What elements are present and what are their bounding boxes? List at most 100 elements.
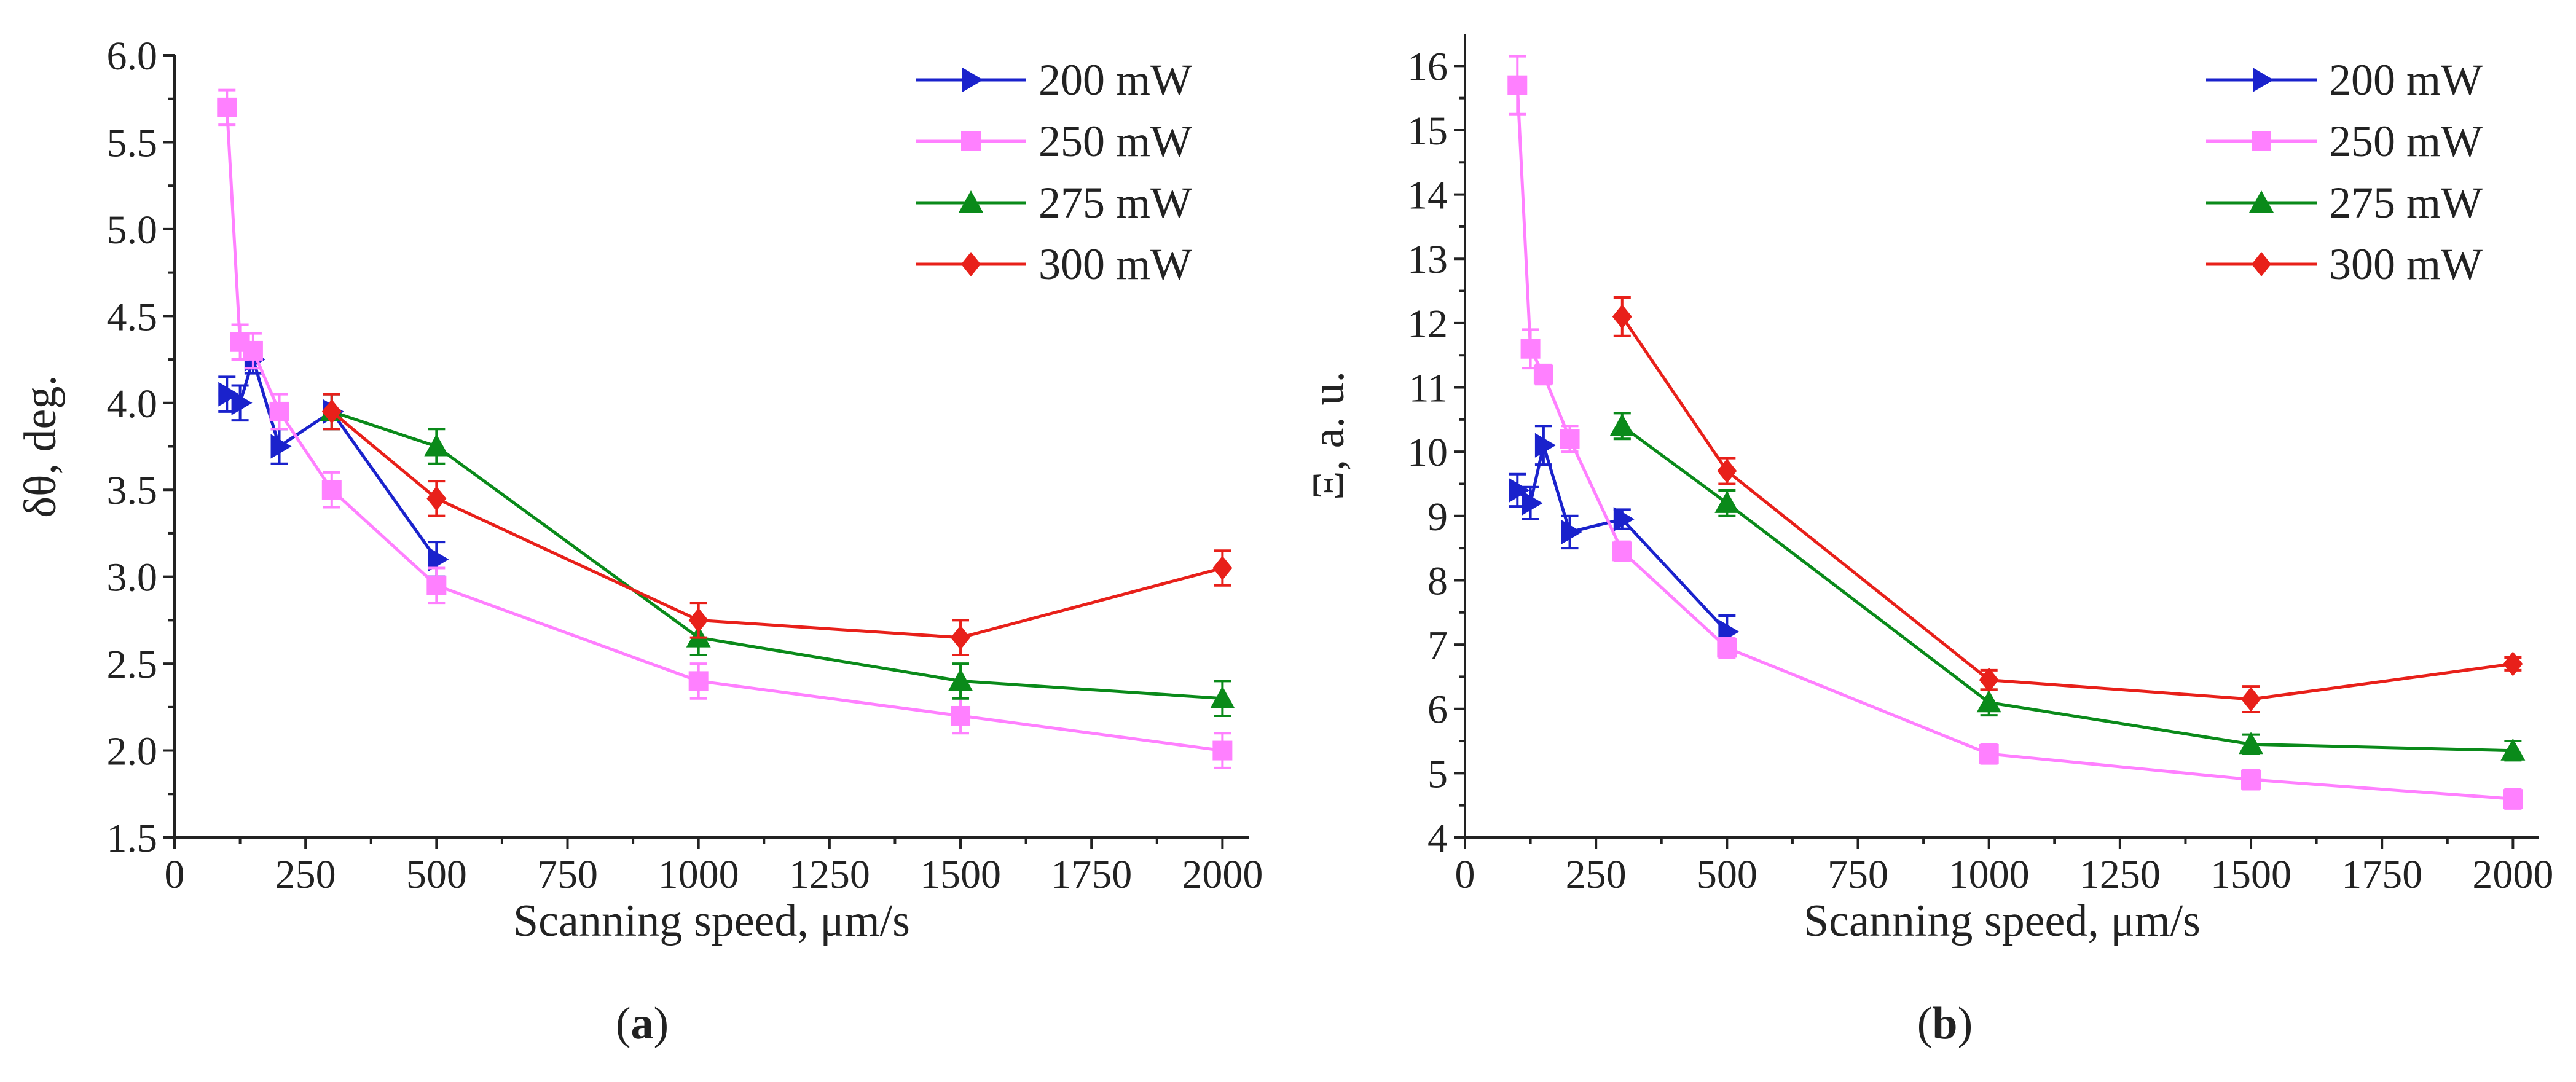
x-tick-label: 250 bbox=[275, 852, 336, 897]
y-tick-label: 5.0 bbox=[107, 208, 158, 253]
legend-marker bbox=[2253, 68, 2274, 92]
x-tick-label: 0 bbox=[165, 852, 185, 897]
data-point bbox=[1507, 75, 1528, 95]
series-line bbox=[1621, 425, 2513, 753]
data-point bbox=[269, 401, 289, 421]
data-point bbox=[426, 486, 447, 511]
data-point bbox=[2503, 789, 2523, 809]
data-point bbox=[231, 390, 253, 415]
data-point bbox=[243, 340, 263, 361]
legend-label: 300 mW bbox=[2329, 240, 2483, 289]
series-300-mW bbox=[1612, 296, 2523, 713]
data-point bbox=[688, 608, 709, 633]
data-point bbox=[426, 575, 447, 595]
data-point bbox=[217, 97, 237, 117]
y-tick-label: 10 bbox=[1407, 430, 1448, 475]
x-tick-label: 2000 bbox=[2472, 852, 2553, 897]
legend-label: 200 mW bbox=[1039, 55, 1192, 104]
y-tick-label: 3.5 bbox=[107, 468, 158, 513]
legend-label: 275 mW bbox=[1039, 178, 1192, 227]
data-point bbox=[321, 399, 342, 424]
legend-marker bbox=[2252, 131, 2271, 151]
data-point bbox=[1979, 743, 1999, 764]
series-line bbox=[331, 410, 1223, 700]
series-200-mW bbox=[1509, 425, 1740, 649]
x-tick-label: 500 bbox=[1697, 852, 1757, 897]
y-tick-label: 7 bbox=[1427, 623, 1448, 668]
x-tick-label: 750 bbox=[1828, 852, 1888, 897]
y-tick-label: 4 bbox=[1427, 816, 1448, 861]
y-tick-label: 4.0 bbox=[107, 382, 158, 426]
data-point bbox=[1210, 686, 1235, 708]
y-tick-label: 6 bbox=[1427, 688, 1448, 732]
y-tick-label: 15 bbox=[1407, 109, 1448, 154]
legend-item: 200 mW bbox=[916, 55, 1192, 104]
data-point bbox=[2241, 769, 2261, 790]
data-point bbox=[688, 671, 709, 691]
series-250-mW bbox=[1507, 55, 2523, 810]
data-point bbox=[1509, 477, 1530, 503]
data-point bbox=[1560, 429, 1580, 449]
y-tick-label: 8 bbox=[1427, 559, 1448, 603]
series-line bbox=[1620, 316, 2513, 701]
y-tick-label: 4.5 bbox=[107, 294, 158, 339]
y-tick-label: 11 bbox=[1408, 366, 1448, 411]
x-axis-label: Scanning speed, μm/s bbox=[513, 896, 910, 946]
data-point bbox=[1520, 339, 1541, 359]
data-point bbox=[321, 480, 342, 500]
y-tick-label: 2.5 bbox=[107, 642, 158, 687]
series-275-mW bbox=[319, 393, 1235, 717]
legend-marker bbox=[961, 131, 981, 151]
y-tick-label: 14 bbox=[1407, 173, 1448, 218]
y-tick-label: 5 bbox=[1427, 751, 1448, 796]
panel-b: 0 250 500 750 1000 1250 1500 1750 2000 4 5 6 7 8 9 10 11… bbox=[1303, 34, 2553, 1049]
x-tick-label: 1250 bbox=[2079, 852, 2161, 897]
data-point bbox=[270, 434, 292, 459]
legend-item: 250 mW bbox=[916, 117, 1192, 166]
x-tick-label: 2000 bbox=[1182, 852, 1263, 897]
data-point bbox=[1522, 490, 1543, 516]
data-point bbox=[2503, 651, 2523, 676]
y-tick-label: 13 bbox=[1407, 237, 1448, 282]
series-300-mW bbox=[321, 393, 1233, 656]
data-point bbox=[2500, 738, 2526, 761]
x-tick-label: 1000 bbox=[1949, 852, 2030, 897]
data-point bbox=[951, 625, 971, 650]
x-tick-label: 0 bbox=[1455, 852, 1475, 897]
x-tick-label: 1250 bbox=[789, 852, 870, 897]
y-tick-label: 12 bbox=[1407, 302, 1448, 347]
y-axis-label: Ξ, a. u. bbox=[1303, 371, 1354, 500]
legend-label: 250 mW bbox=[1039, 117, 1192, 166]
data-point bbox=[2239, 732, 2264, 755]
y-tick-label: 6.0 bbox=[107, 34, 158, 79]
data-point bbox=[2241, 687, 2261, 712]
data-point bbox=[1717, 638, 1737, 658]
data-point bbox=[1613, 507, 1635, 532]
panel-a: 0 250 500 750 1000 1250 1500 1750 2000 1.5 2.0 2.5 3… bbox=[15, 34, 1263, 1049]
legend-item: 300 mW bbox=[2206, 240, 2483, 289]
legend-item: 300 mW bbox=[916, 240, 1192, 289]
legend-item: 200 mW bbox=[2206, 55, 2483, 104]
data-point bbox=[1212, 555, 1233, 581]
series-250-mW bbox=[217, 88, 1233, 769]
data-point bbox=[218, 382, 240, 407]
panel-label: (b) bbox=[1917, 998, 1973, 1049]
legend-label: 300 mW bbox=[1039, 240, 1192, 289]
data-point bbox=[1534, 433, 1556, 458]
y-axis-label: δθ, deg. bbox=[15, 375, 66, 518]
y-tick-label: 2.0 bbox=[107, 729, 158, 774]
x-tick-label: 750 bbox=[537, 852, 598, 897]
data-point bbox=[1612, 304, 1632, 329]
x-axis-label: Scanning speed, μm/s bbox=[1804, 896, 2201, 946]
legend-marker bbox=[962, 68, 983, 92]
legend-label: 200 mW bbox=[2329, 55, 2483, 104]
data-point bbox=[951, 705, 971, 726]
x-tick-label: 500 bbox=[406, 852, 467, 897]
legend-marker bbox=[961, 252, 981, 276]
legend-marker bbox=[2252, 252, 2271, 276]
legend-marker bbox=[959, 190, 983, 213]
legend-label: 275 mW bbox=[2329, 178, 2483, 227]
x-tick-label: 250 bbox=[1566, 852, 1627, 897]
data-point bbox=[1212, 740, 1233, 761]
